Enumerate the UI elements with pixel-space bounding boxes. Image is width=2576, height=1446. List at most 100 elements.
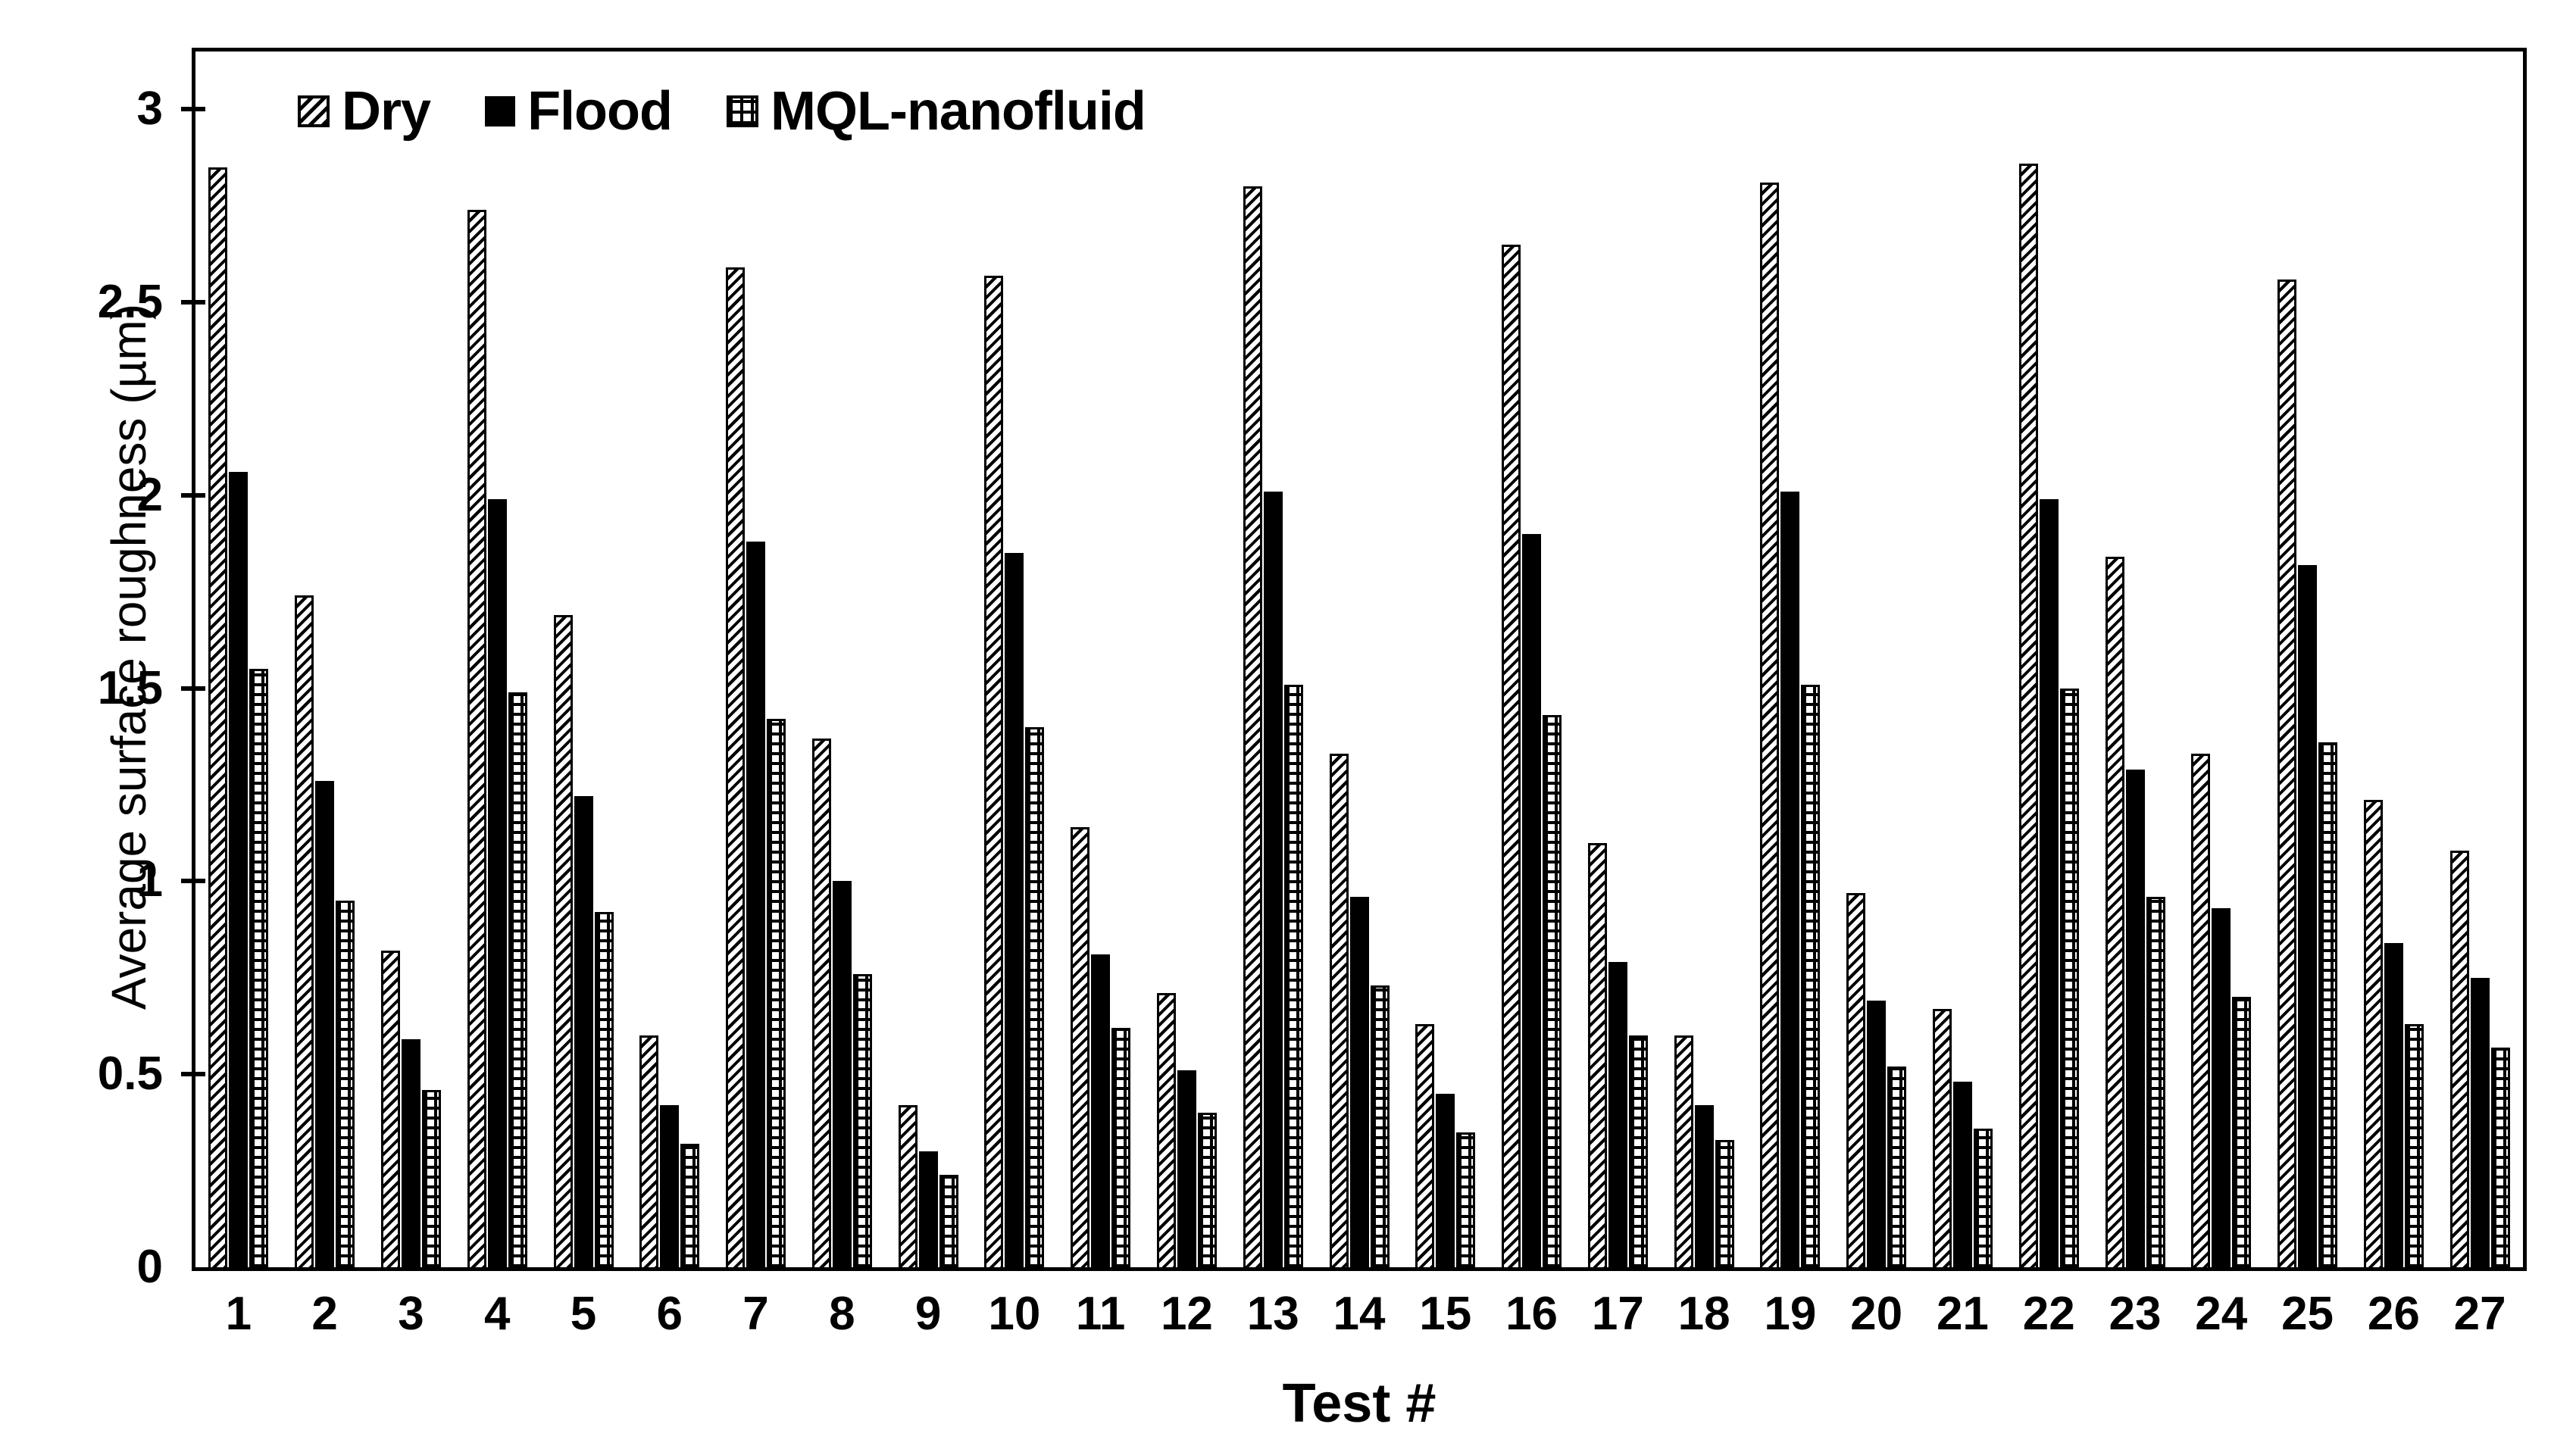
- bar-mql-nanofluid-1: [249, 669, 269, 1267]
- bar-flood-22: [2039, 499, 2059, 1267]
- y-tick-label-1: 1: [136, 854, 163, 907]
- bar-mql-nanofluid-5: [594, 912, 614, 1267]
- y-tick-mark-0.5: [181, 1072, 205, 1077]
- bar-flood-27: [2470, 978, 2490, 1267]
- bar-flood-24: [2212, 908, 2231, 1267]
- bar-mql-nanofluid-19: [1801, 685, 1821, 1267]
- bar-mql-nanofluid-12: [1197, 1113, 1217, 1267]
- y-tick-label-0.5: 0.5: [97, 1048, 163, 1101]
- bar-mql-nanofluid-7: [767, 719, 786, 1267]
- x-tick-label-25: 25: [2281, 1288, 2334, 1340]
- y-tick-mark-2.5: [181, 300, 205, 305]
- bar-mql-nanofluid-27: [2490, 1048, 2510, 1267]
- x-tick-label-17: 17: [1591, 1288, 1644, 1340]
- bar-flood-4: [487, 499, 507, 1267]
- x-tick-label-22: 22: [2022, 1288, 2075, 1340]
- y-tick-label-3: 3: [136, 83, 163, 136]
- bar-dry-18: [1674, 1035, 1693, 1267]
- y-tick-label-1.5: 1.5: [97, 661, 163, 714]
- x-tick-label-19: 19: [1764, 1288, 1817, 1340]
- x-tick-label-14: 14: [1333, 1288, 1386, 1340]
- bar-mql-nanofluid-21: [1973, 1129, 1993, 1267]
- bar-flood-10: [1005, 553, 1024, 1267]
- bar-dry-26: [2363, 800, 2383, 1267]
- legend-label-dry: Dry: [342, 81, 431, 142]
- bar-mql-nanofluid-24: [2232, 997, 2252, 1267]
- bar-dry-6: [639, 1035, 659, 1267]
- bar-mql-nanofluid-8: [852, 974, 872, 1267]
- x-tick-label-2: 2: [311, 1288, 338, 1340]
- bar-flood-26: [2384, 943, 2403, 1267]
- y-tick-mark-1.5: [181, 686, 205, 691]
- bar-flood-19: [1780, 492, 1800, 1267]
- bar-dry-21: [1932, 1009, 1952, 1267]
- legend-item-flood: Flood: [485, 80, 673, 142]
- bar-flood-12: [1177, 1070, 1196, 1267]
- x-tick-label-16: 16: [1505, 1288, 1558, 1340]
- legend-label-mql: MQL-nanofluid: [771, 81, 1146, 142]
- bar-flood-2: [315, 781, 335, 1267]
- x-tick-label-1: 1: [225, 1288, 252, 1340]
- x-tick-label-7: 7: [742, 1288, 769, 1340]
- bar-dry-4: [467, 210, 486, 1267]
- legend: Dry Flood MQL-nanofluid: [298, 80, 1146, 142]
- x-tick-label-12: 12: [1160, 1288, 1213, 1340]
- x-tick-label-10: 10: [988, 1288, 1041, 1340]
- x-tick-label-26: 26: [2367, 1288, 2420, 1340]
- x-tick-label-6: 6: [656, 1288, 683, 1340]
- y-tick-label-0: 0: [136, 1241, 163, 1293]
- y-tick-mark-1: [181, 879, 205, 884]
- bar-flood-25: [2298, 565, 2318, 1267]
- bar-dry-7: [726, 267, 746, 1267]
- bar-mql-nanofluid-4: [508, 692, 527, 1267]
- x-tick-label-9: 9: [914, 1288, 942, 1340]
- bar-mql-nanofluid-9: [939, 1175, 958, 1267]
- x-tick-label-4: 4: [483, 1288, 511, 1340]
- bar-dry-17: [1587, 843, 1607, 1267]
- bar-dry-9: [898, 1105, 918, 1267]
- bar-mql-nanofluid-23: [2146, 897, 2165, 1267]
- bar-mql-nanofluid-17: [1628, 1035, 1648, 1267]
- x-tick-label-24: 24: [2195, 1288, 2248, 1340]
- bar-flood-16: [1522, 534, 1542, 1267]
- bar-flood-17: [1608, 962, 1627, 1267]
- y-tick-mark-2: [181, 492, 205, 498]
- x-tick-label-15: 15: [1419, 1288, 1472, 1340]
- x-tick-label-23: 23: [2109, 1288, 2162, 1340]
- bar-mql-nanofluid-18: [1715, 1140, 1734, 1267]
- y-tick-label-2: 2: [136, 468, 163, 521]
- bar-mql-nanofluid-26: [2404, 1024, 2424, 1267]
- bar-mql-nanofluid-15: [1456, 1132, 1476, 1267]
- x-axis-title: Test #: [1282, 1373, 1436, 1434]
- bar-flood-20: [1867, 1001, 1887, 1267]
- dry-hatch-swatch-icon: [298, 95, 330, 127]
- bar-flood-18: [1694, 1105, 1714, 1267]
- bar-flood-9: [918, 1151, 938, 1267]
- bar-dry-2: [295, 595, 314, 1267]
- x-tick-label-3: 3: [398, 1288, 424, 1340]
- bar-mql-nanofluid-14: [1370, 985, 1390, 1267]
- bar-mql-nanofluid-13: [1283, 685, 1303, 1267]
- x-tick-label-21: 21: [1936, 1288, 1989, 1340]
- legend-label-flood: Flood: [527, 81, 673, 142]
- bar-flood-7: [746, 542, 766, 1267]
- x-tick-label-13: 13: [1246, 1288, 1299, 1340]
- bar-flood-6: [660, 1105, 680, 1267]
- y-tick-marks-layer: [181, 52, 2523, 1267]
- legend-item-mql: MQL-nanofluid: [727, 80, 1146, 142]
- y-tick-label-2.5: 2.5: [97, 276, 163, 329]
- bar-dry-8: [811, 739, 831, 1267]
- bar-mql-nanofluid-25: [2318, 742, 2338, 1267]
- bar-dry-13: [1243, 186, 1262, 1267]
- bar-dry-27: [2449, 851, 2469, 1267]
- bar-mql-nanofluid-3: [421, 1090, 441, 1267]
- bar-flood-21: [1952, 1082, 1972, 1267]
- plot-area: Dry Flood MQL-nanofluid: [181, 48, 2527, 1271]
- bar-mql-nanofluid-10: [1025, 727, 1045, 1267]
- bar-dry-3: [380, 951, 400, 1267]
- flood-solid-swatch-icon: [485, 96, 516, 126]
- y-tick-mark-3: [181, 107, 205, 112]
- x-tick-label-20: 20: [1850, 1288, 1903, 1340]
- bar-mql-nanofluid-22: [2059, 689, 2079, 1267]
